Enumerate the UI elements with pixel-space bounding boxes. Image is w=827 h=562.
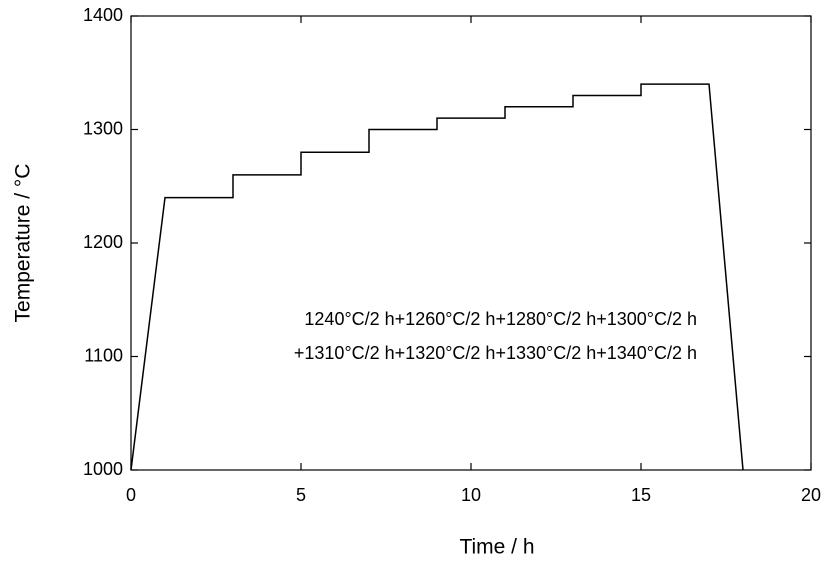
y-tick-label: 1000 (83, 459, 123, 479)
annotation: +1310°C/2 h+1320°C/2 h+1330°C/2 h+1340°C… (294, 343, 697, 363)
annotation: 1240°C/2 h+1260°C/2 h+1280°C/2 h+1300°C/… (304, 309, 697, 329)
y-tick-label: 1100 (84, 345, 123, 365)
y-tick-label: 1200 (83, 232, 123, 252)
line (130, 83, 744, 471)
x-tick-label: 10 (461, 485, 481, 505)
x-tick-label: 5 (296, 485, 306, 505)
y-tick-label: 1300 (83, 118, 123, 138)
x-tick-label: 15 (631, 485, 651, 505)
x-tick-label: 20 (801, 485, 821, 505)
x-tick-label: 0 (126, 485, 136, 505)
x-axis-title: Time / h (459, 536, 534, 559)
y-axis-title: Temperature / °C (12, 164, 35, 323)
y-tick-label: 1400 (83, 5, 123, 25)
